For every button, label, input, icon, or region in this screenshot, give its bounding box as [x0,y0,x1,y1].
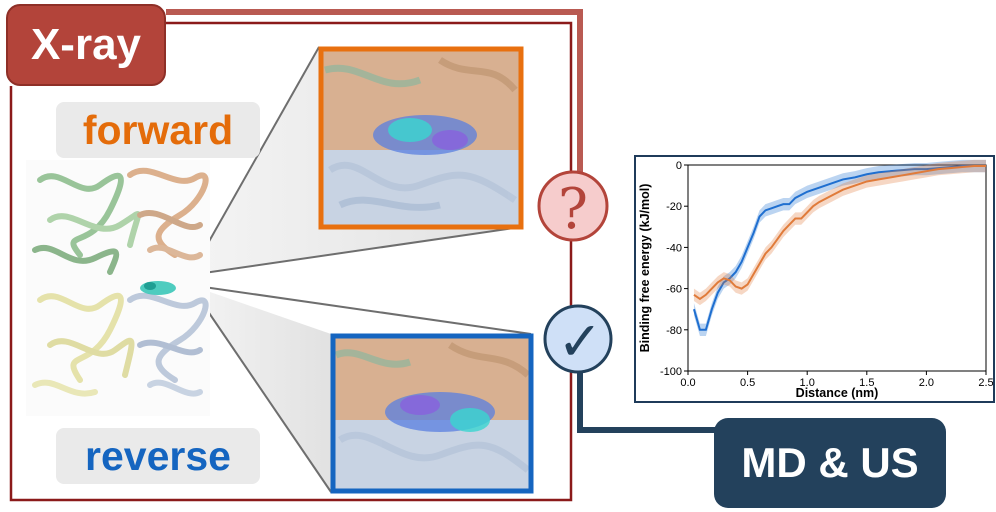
series-2-error-band [693,159,986,306]
xray-connector-line [166,9,583,172]
reverse-label: reverse [56,428,260,484]
xray-label: X-ray [6,4,166,86]
y-tick-label: -60 [666,284,682,296]
free-energy-chart: 0 -20 -40 -60 -80 -100 0.0 0.5 1.0 1.5 2.0 2.5 Dis… [634,155,995,403]
x-tick-label: 0.5 [740,377,755,389]
forward-label: forward [56,102,260,158]
plot-curves [692,159,986,336]
question-mark-node: ? [537,170,609,242]
protein-dimer-structure [26,160,210,416]
x-tick-label: 1.5 [859,377,874,389]
reverse-cone-edge-bottom [189,284,332,493]
free-energy-plot: 0 -20 -40 -60 -80 -100 0.0 0.5 1.0 1.5 2.0 2.5 Dis… [638,159,993,400]
md-us-connector-line [577,372,716,433]
y-axis-ticks: 0 -20 -40 -60 -80 -100 [660,160,688,378]
check-mark-icon: ✓ [557,310,602,373]
series-1-error-band [693,159,986,336]
question-mark-icon: ? [558,177,588,242]
series-2-line [693,165,986,301]
forward-cone-edge-top [189,46,320,276]
y-tick-label: 0 [676,160,682,172]
y-axis-label: Binding free energy (kJ/mol) [638,184,652,353]
forward-cone-edge-bottom [189,226,522,276]
plot-frame [687,164,987,372]
xray-frame [9,21,573,502]
y-tick-label: -100 [660,366,682,378]
x-tick-label: 0.0 [680,377,695,389]
x-axis-ticks: 0.0 0.5 1.0 1.5 2.0 2.5 [680,371,993,389]
reverse-binding-inset [330,333,534,494]
x-tick-label: 2.5 [978,377,993,389]
x-axis-label: Distance (nm) [796,386,879,400]
x-tick-label: 1.0 [800,377,815,389]
y-tick-label: -20 [666,201,682,213]
check-mark-node: ✓ [543,304,613,374]
y-tick-label: -80 [666,325,682,337]
md-us-label: MD & US [714,418,946,508]
reverse-cone-edge-top [189,284,532,335]
x-tick-label: 2.0 [919,377,934,389]
forward-binding-inset [318,46,524,230]
y-tick-label: -40 [666,242,682,254]
